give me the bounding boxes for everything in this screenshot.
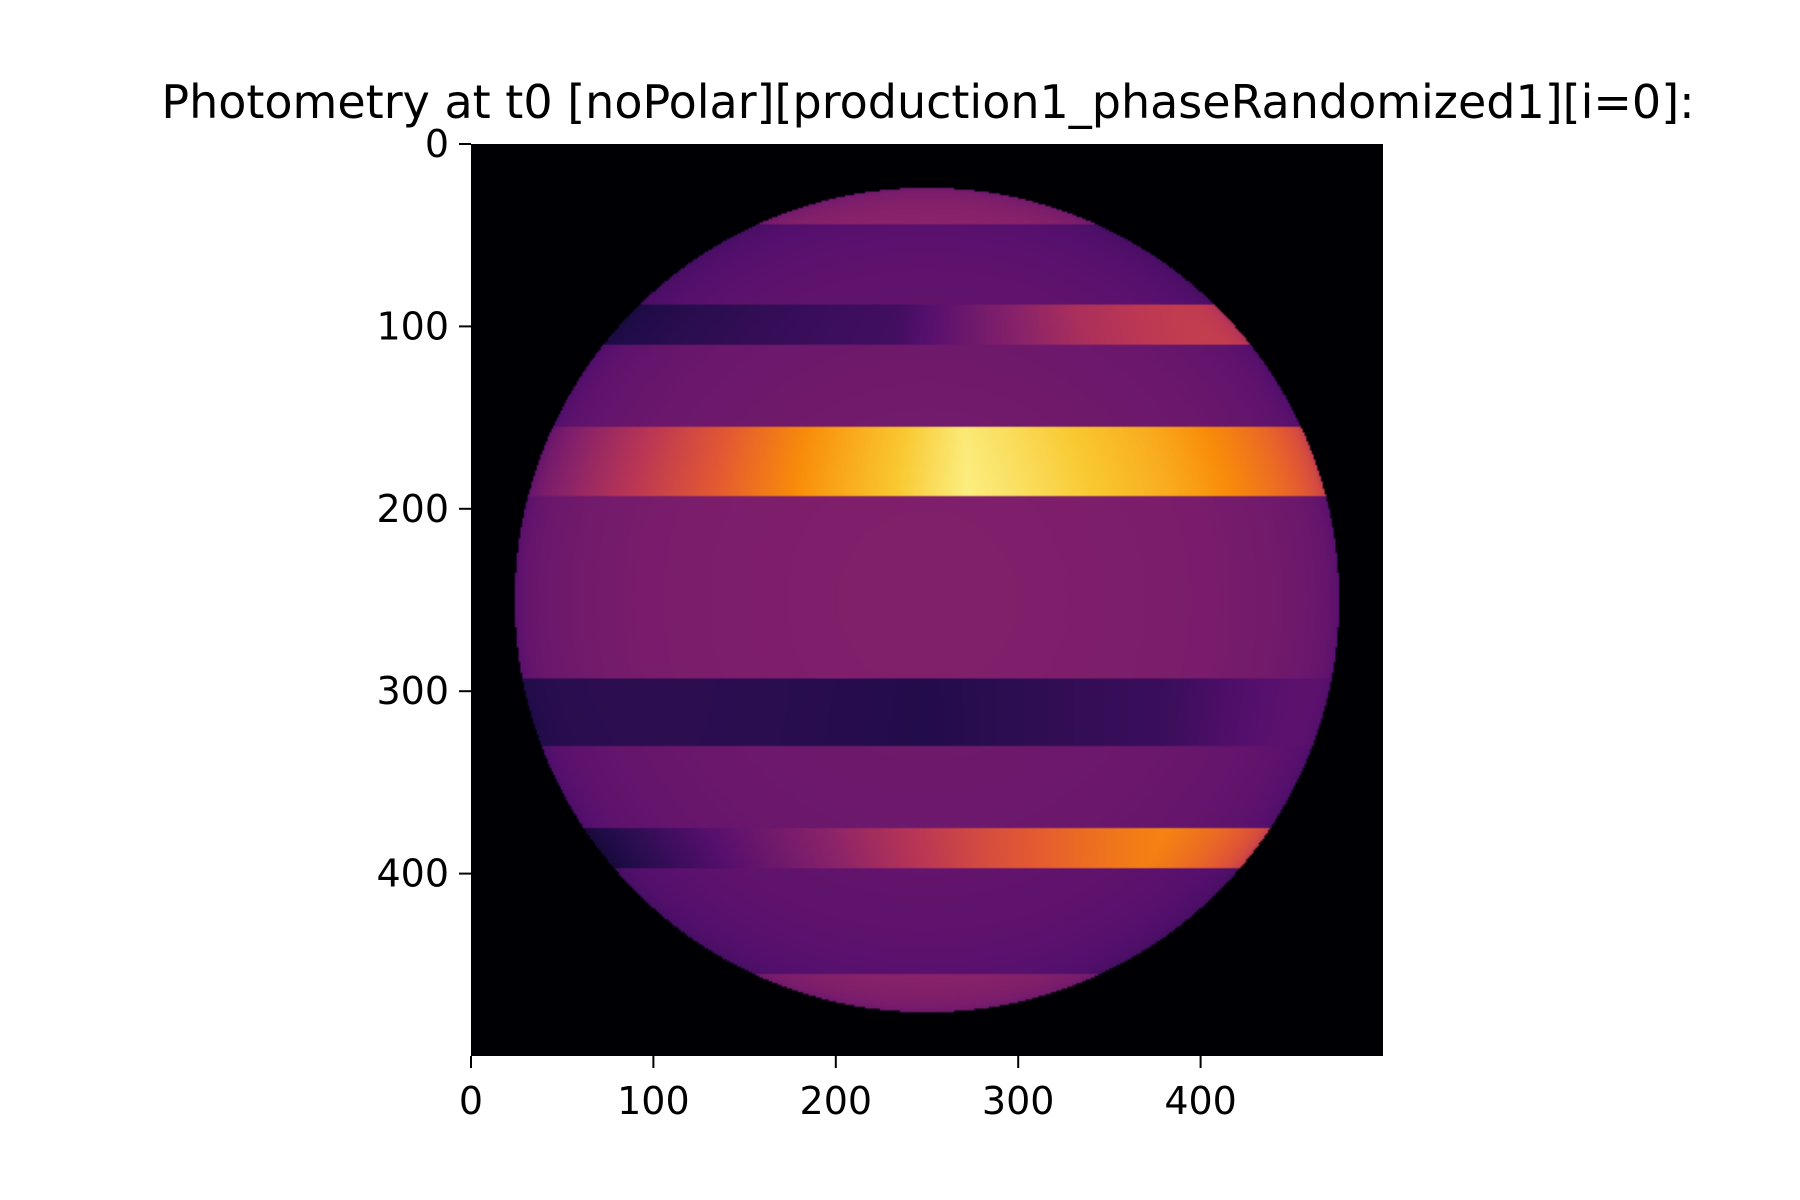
x-tick-label: 100 (617, 1079, 690, 1123)
chart-title: Photometry at t0 [noPolar][production1_p… (161, 75, 1694, 129)
y-tick-label: 100 (376, 304, 449, 348)
y-axis-ticks: 0 100 200 300 400 (376, 122, 471, 896)
x-tick-label: 400 (1164, 1079, 1237, 1123)
x-tick-label: 0 (459, 1079, 483, 1123)
y-tick-label: 300 (376, 669, 449, 713)
x-tick-label: 300 (982, 1079, 1055, 1123)
y-tick-label: 0 (425, 122, 449, 166)
y-tick-label: 400 (376, 852, 449, 896)
photometry-heatmap (471, 144, 1383, 1056)
x-tick-label: 200 (800, 1079, 873, 1123)
x-axis-ticks: 0 100 200 300 400 (459, 1056, 1237, 1123)
y-tick-label: 200 (376, 487, 449, 531)
